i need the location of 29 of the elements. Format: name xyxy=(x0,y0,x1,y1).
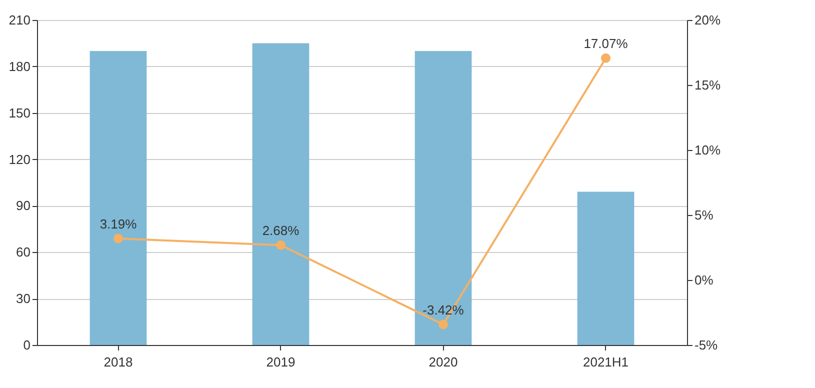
y-tick-label: 90 xyxy=(16,198,30,214)
y2-tick-label: 20% xyxy=(694,12,721,28)
x-tick-label: 2020 xyxy=(428,354,458,370)
y2-tick-label: 5% xyxy=(694,208,714,222)
y-tick-label: 60 xyxy=(16,244,30,260)
y2-tick-label: 10% xyxy=(694,142,721,158)
y2-tick-label: 15% xyxy=(694,78,721,92)
y2-tick-label: 0% xyxy=(694,272,714,288)
point xyxy=(114,234,123,244)
x-tick-label: 2021H1 xyxy=(582,354,629,370)
point xyxy=(601,53,610,63)
data-label: 3.19% xyxy=(100,216,138,232)
y-tick-label: 120 xyxy=(8,152,30,167)
y-tick-label: 0 xyxy=(23,338,30,352)
y-tick-label: 30 xyxy=(16,291,30,306)
point xyxy=(438,320,448,330)
y-tick-label: 180 xyxy=(8,58,30,74)
bar xyxy=(90,50,147,345)
bar xyxy=(577,192,634,345)
data-label: 2.68% xyxy=(262,223,300,238)
x-tick-label: 2019 xyxy=(266,354,296,370)
y-tick-label: 150 xyxy=(8,105,30,120)
bar xyxy=(414,50,472,345)
y2-tick-label: -5% xyxy=(694,338,718,352)
y-tick-label: 210 xyxy=(8,12,30,28)
data-label: 17.07% xyxy=(584,36,628,52)
bar xyxy=(252,43,310,345)
point xyxy=(276,240,286,250)
x-tick-label: 2018 xyxy=(104,354,133,370)
